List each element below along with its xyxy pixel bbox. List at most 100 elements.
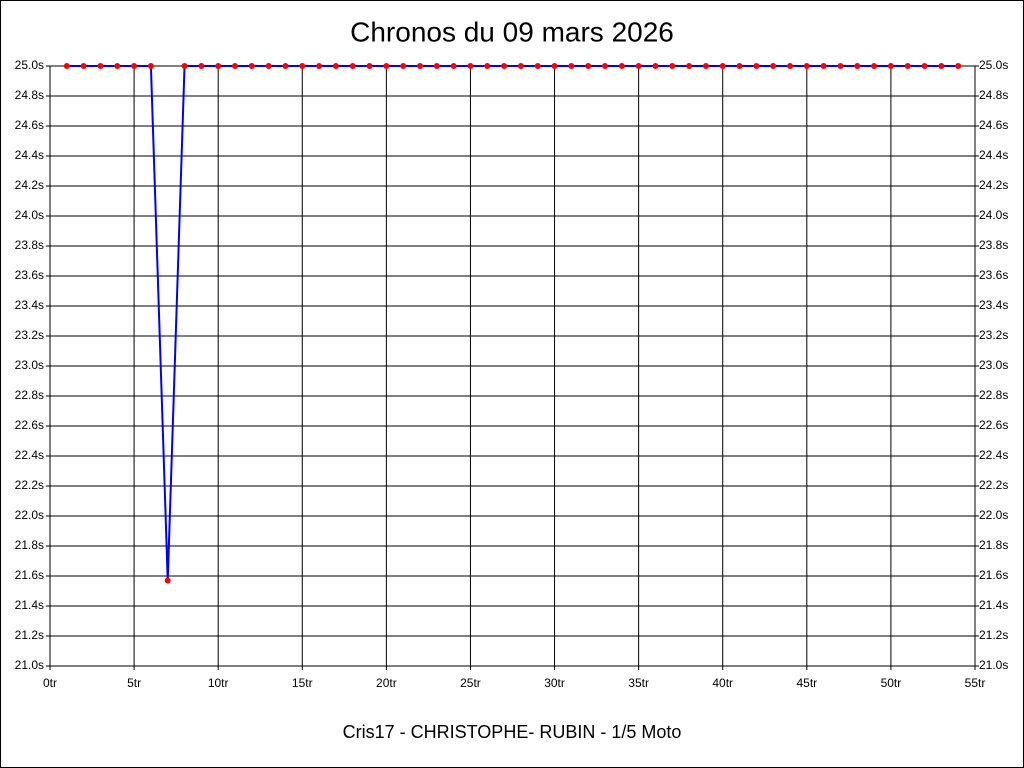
- x-tick-label: 20tr: [376, 676, 397, 690]
- marker: [147, 63, 154, 69]
- marker: [450, 63, 457, 69]
- marker: [887, 63, 894, 69]
- marker: [921, 63, 928, 69]
- marker: [417, 63, 423, 69]
- y2-tick-label: 21.2s: [979, 628, 1008, 642]
- y-tick-label: 24.0s: [15, 208, 44, 222]
- marker: [316, 63, 323, 69]
- y2-tick-label: 22.2s: [979, 478, 1008, 492]
- y-tick-label: 23.2s: [15, 328, 44, 342]
- marker: [871, 63, 878, 69]
- x-tick-label: 45tr: [796, 676, 817, 690]
- x-tick-label: 5tr: [127, 676, 141, 690]
- y2-tick-label: 25.0s: [979, 58, 1008, 72]
- x-tick-label: 40tr: [712, 676, 733, 690]
- y2-tick-label: 21.8s: [979, 538, 1008, 552]
- y2-tick-label: 24.6s: [979, 118, 1008, 132]
- marker: [904, 63, 911, 69]
- y2-tick-label: 22.8s: [979, 388, 1008, 402]
- marker: [517, 63, 524, 69]
- marker: [534, 63, 541, 69]
- marker: [97, 63, 104, 69]
- marker: [232, 63, 238, 69]
- marker: [702, 63, 709, 69]
- marker: [383, 63, 390, 69]
- x-tick-label: 15tr: [292, 676, 313, 690]
- marker: [736, 63, 743, 69]
- x-tick-label: 10tr: [208, 676, 229, 690]
- y-tick-label: 21.0s: [15, 658, 44, 672]
- marker: [820, 63, 827, 69]
- y-tick-label: 24.2s: [15, 178, 44, 192]
- marker: [467, 63, 474, 69]
- marker: [181, 63, 188, 69]
- y2-tick-label: 24.4s: [979, 148, 1008, 162]
- marker: [652, 63, 659, 69]
- marker: [215, 63, 222, 69]
- y-tick-label: 22.0s: [15, 508, 44, 522]
- y-tick-label: 22.2s: [15, 478, 44, 492]
- y2-tick-label: 23.4s: [979, 298, 1008, 312]
- marker: [349, 63, 356, 69]
- y2-tick-label: 22.6s: [979, 418, 1008, 432]
- y2-tick-label: 21.4s: [979, 598, 1008, 612]
- y2-tick-label: 23.2s: [979, 328, 1008, 342]
- marker: [164, 577, 171, 584]
- marker: [938, 63, 945, 69]
- y-tick-label: 24.8s: [15, 88, 44, 102]
- marker: [265, 63, 272, 69]
- y-tick-label: 21.6s: [15, 568, 44, 582]
- x-tick-label: 55tr: [965, 676, 986, 690]
- y-tick-label: 22.4s: [15, 448, 44, 462]
- marker: [854, 63, 861, 69]
- marker: [602, 63, 608, 69]
- marker: [568, 63, 575, 69]
- y2-tick-label: 21.0s: [979, 658, 1008, 672]
- marker: [551, 63, 558, 69]
- y2-tick-label: 24.8s: [979, 88, 1008, 102]
- x-tick-label: 25tr: [460, 676, 481, 690]
- x-tick-label: 0tr: [43, 676, 57, 690]
- marker: [753, 63, 760, 69]
- marker: [803, 63, 810, 69]
- y-tick-label: 21.2s: [15, 628, 44, 642]
- y2-tick-label: 23.6s: [979, 268, 1008, 282]
- marker: [719, 63, 726, 69]
- y2-tick-label: 22.0s: [979, 508, 1008, 522]
- y-tick-label: 24.6s: [15, 118, 44, 132]
- marker: [501, 63, 508, 69]
- marker: [669, 63, 676, 69]
- marker: [484, 63, 491, 69]
- x-tick-label: 35tr: [628, 676, 649, 690]
- y2-tick-label: 24.2s: [979, 178, 1008, 192]
- y2-tick-label: 23.0s: [979, 358, 1008, 372]
- marker: [837, 63, 844, 69]
- marker: [585, 63, 592, 69]
- marker: [114, 63, 121, 69]
- y-tick-label: 21.8s: [15, 538, 44, 552]
- y-tick-label: 23.4s: [15, 298, 44, 312]
- marker: [618, 63, 625, 69]
- y-tick-label: 25.0s: [15, 58, 44, 72]
- marker: [299, 63, 306, 69]
- y2-tick-label: 23.8s: [979, 238, 1008, 252]
- marker: [366, 63, 373, 69]
- y-tick-label: 21.4s: [15, 598, 44, 612]
- y-tick-label: 24.4s: [15, 148, 44, 162]
- marker: [686, 63, 693, 69]
- marker: [433, 63, 440, 69]
- marker: [198, 63, 205, 69]
- marker: [248, 63, 255, 69]
- y2-tick-label: 22.4s: [979, 448, 1008, 462]
- marker: [770, 63, 777, 69]
- marker: [635, 63, 642, 69]
- y2-tick-label: 21.6s: [979, 568, 1008, 582]
- y-tick-label: 23.8s: [15, 238, 44, 252]
- y2-tick-label: 24.0s: [979, 208, 1008, 222]
- marker: [332, 63, 339, 69]
- x-axis-label: Cris17 - CHRISTOPHE- RUBIN - 1/5 Moto: [343, 722, 682, 742]
- marker: [131, 63, 138, 69]
- marker: [63, 63, 70, 69]
